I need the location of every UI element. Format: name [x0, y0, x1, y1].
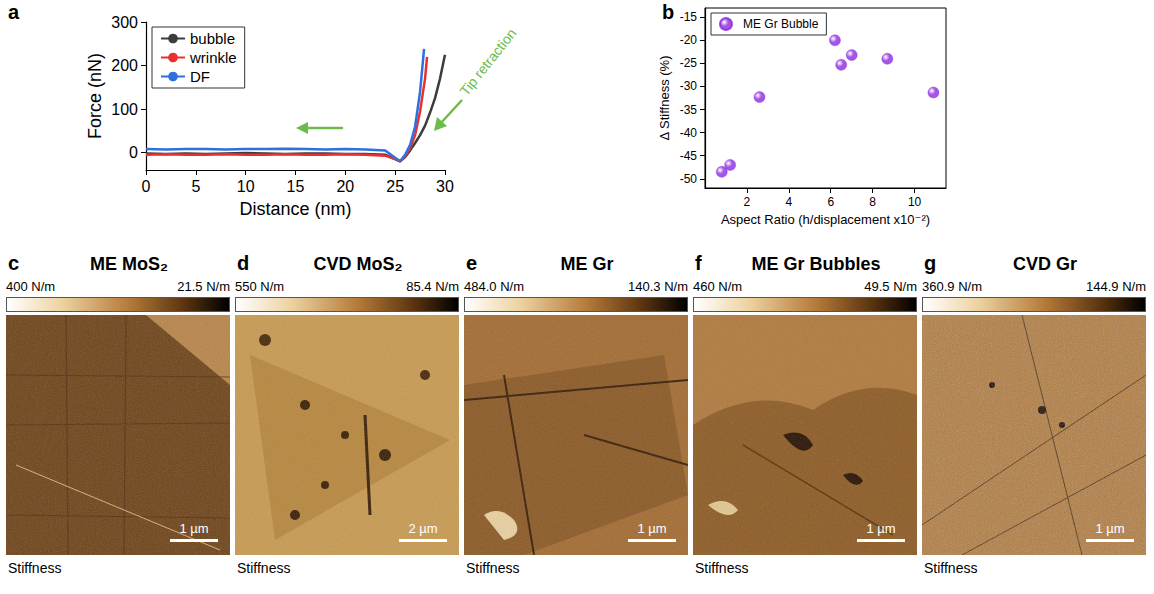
svg-text:ME Gr Bubble: ME Gr Bubble	[743, 17, 819, 31]
html-text:Stiffness: Stiffness	[8, 560, 62, 576]
svg-text:2 µm: 2 µm	[408, 521, 437, 536]
html-text:f: f	[695, 252, 702, 274]
svg-text:15: 15	[287, 178, 305, 195]
svg-text:1 µm: 1 µm	[179, 521, 208, 536]
html-text:g: g	[924, 252, 937, 274]
svg-text:2: 2	[744, 195, 751, 209]
svg-text:0: 0	[129, 144, 138, 161]
svg-text:Aspect Ratio (h/displacement x: Aspect Ratio (h/displacement x10⁻²)	[721, 212, 930, 227]
html-text:Stiffness: Stiffness	[695, 560, 749, 576]
svg-text:200: 200	[111, 57, 138, 74]
svg-text:10: 10	[237, 178, 255, 195]
svg-text:-25: -25	[680, 56, 698, 70]
html-text:140.3 N/m: 140.3 N/m	[628, 279, 688, 294]
html-text:360.9 N/m: 360.9 N/m	[922, 279, 982, 294]
html-text:ME Gr Bubbles: ME Gr Bubbles	[751, 254, 881, 274]
html-text:21.5 N/m: 21.5 N/m	[177, 279, 230, 294]
svg-text:1 µm: 1 µm	[637, 521, 666, 536]
svg-text:-40: -40	[680, 126, 698, 140]
html-text:ME Gr: ME Gr	[560, 254, 614, 274]
html-text:Stiffness: Stiffness	[466, 560, 520, 576]
svg-text:1 µm: 1 µm	[866, 521, 895, 536]
svg-text:Tip retraction: Tip retraction	[457, 25, 520, 98]
svg-text:DF: DF	[190, 68, 210, 85]
svg-text:10: 10	[908, 195, 922, 209]
svg-text:-45: -45	[680, 149, 698, 163]
html-text:ME MoS₂: ME MoS₂	[90, 254, 168, 274]
svg-text:Force (nN): Force (nN)	[85, 53, 105, 139]
svg-text:b: b	[662, 1, 674, 23]
svg-text:300: 300	[111, 14, 138, 31]
svg-text:1 µm: 1 µm	[1095, 521, 1124, 536]
html-text:Stiffness: Stiffness	[924, 560, 978, 576]
svg-text:30: 30	[436, 178, 454, 195]
svg-text:wrinkle: wrinkle	[189, 49, 237, 66]
svg-text:5: 5	[191, 178, 200, 195]
html-text:550 N/m: 550 N/m	[235, 279, 285, 294]
svg-text:4: 4	[785, 195, 792, 209]
svg-text:-50: -50	[680, 172, 698, 186]
html-text:144.9 N/m: 144.9 N/m	[1086, 279, 1146, 294]
html-text:CVD MoS₂: CVD MoS₂	[313, 254, 403, 274]
html-text:CVD Gr: CVD Gr	[1013, 254, 1077, 274]
svg-text:Δ Stiffness (%): Δ Stiffness (%)	[657, 55, 672, 140]
svg-text:100: 100	[111, 101, 138, 118]
svg-text:-30: -30	[680, 79, 698, 93]
html-text:49.5 N/m: 49.5 N/m	[864, 279, 917, 294]
html-text:460 N/m: 460 N/m	[693, 279, 743, 294]
html-text:85.4 N/m: 85.4 N/m	[406, 279, 459, 294]
svg-text:6: 6	[827, 195, 834, 209]
svg-text:0: 0	[142, 178, 151, 195]
html-text:c: c	[8, 252, 20, 274]
svg-text:-15: -15	[680, 10, 698, 24]
html-text:Stiffness: Stiffness	[237, 560, 291, 576]
html-text:400 N/m: 400 N/m	[6, 279, 56, 294]
svg-text:Distance (nm): Distance (nm)	[239, 199, 351, 219]
svg-text:-20: -20	[680, 33, 698, 47]
html-text:d: d	[237, 252, 250, 274]
svg-text:bubble: bubble	[190, 30, 235, 47]
html-text:484.0 N/m: 484.0 N/m	[464, 279, 524, 294]
html-text:e: e	[466, 252, 478, 274]
svg-text:25: 25	[386, 178, 404, 195]
svg-text:8: 8	[869, 195, 876, 209]
svg-text:20: 20	[336, 178, 354, 195]
svg-text:-35: -35	[680, 103, 698, 117]
svg-text:a: a	[8, 1, 20, 23]
